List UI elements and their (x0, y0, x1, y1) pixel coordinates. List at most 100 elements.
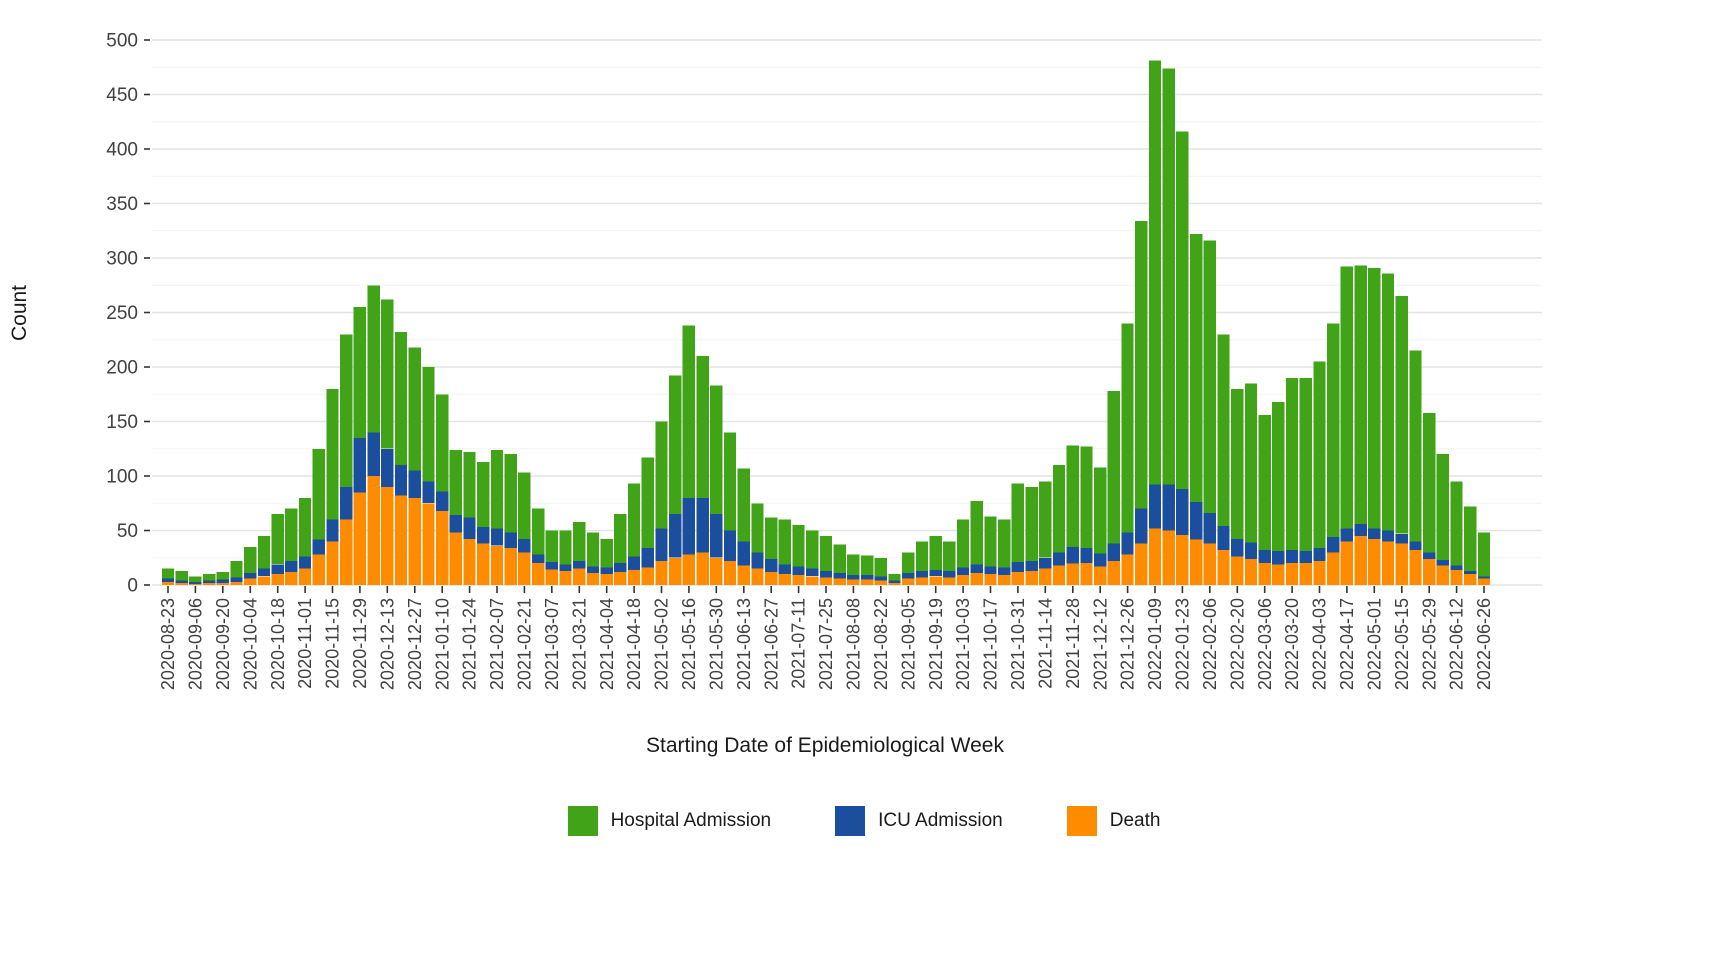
bar-segment (1368, 528, 1381, 540)
bar-segment (737, 541, 750, 566)
x-tick-label: 2021-12-26 (1118, 598, 1138, 690)
bar-segment (915, 570, 929, 578)
x-tick-label: 2020-11-29 (350, 598, 370, 689)
bar-segment (902, 578, 915, 585)
legend-item-icu-admission: ICU Admission (835, 806, 1003, 836)
bar-segment (1176, 131, 1189, 490)
bar-segment (1381, 541, 1395, 585)
bar-segment (1258, 415, 1271, 551)
bar-segment (915, 541, 929, 571)
bar-segment (1395, 543, 1408, 585)
bar-segment (669, 557, 682, 586)
bar-segment (1285, 377, 1299, 551)
bar-segment (449, 449, 462, 516)
bar-segment (1025, 561, 1038, 571)
bar-segment (340, 334, 353, 487)
bar-segment (1148, 528, 1162, 585)
x-tick-label: 2022-02-20 (1227, 598, 1247, 690)
bar-segment (984, 574, 997, 585)
bar-segment (1094, 553, 1107, 567)
x-tick-label: 2020-10-04 (240, 598, 260, 690)
bar-segment (1011, 483, 1024, 563)
bar-segment (819, 577, 833, 585)
bar-segment (1395, 296, 1408, 534)
legend-label-hospital-admission: Hospital Admission (610, 810, 772, 831)
x-tick-label: 2021-11-14 (1035, 598, 1055, 689)
bar-segment (1052, 465, 1066, 553)
bar-segment (1244, 558, 1258, 585)
bar-segment (888, 582, 901, 585)
x-tick-label: 2020-11-01 (295, 598, 315, 689)
bar-segment (559, 564, 572, 571)
bar-segment (559, 570, 572, 585)
x-tick-label: 2020-12-13 (377, 598, 397, 690)
y-tick-label: 200 (106, 357, 138, 378)
y-tick-label: 0 (127, 575, 138, 596)
bar-segment (1039, 568, 1052, 585)
bar-segment (874, 557, 887, 577)
bar-segment (463, 517, 476, 540)
x-tick-label: 2021-01-10 (432, 598, 452, 690)
bar-segment (1052, 552, 1066, 566)
bar-segment (970, 564, 983, 573)
bar-segment (1409, 550, 1422, 585)
bar-segment (1039, 481, 1052, 558)
bar-segment (326, 388, 339, 520)
bar-segment (1176, 489, 1189, 535)
bar-segment (669, 375, 682, 515)
x-tick-label: 2021-10-03 (953, 598, 973, 690)
bar-segment (1244, 542, 1258, 559)
x-tick-label: 2021-06-13 (734, 598, 754, 690)
bar-segment (1258, 563, 1271, 585)
bar-segment (888, 580, 901, 583)
bar-segment (271, 574, 284, 585)
x-tick-label: 2021-10-31 (1008, 598, 1028, 690)
bar-segment (778, 574, 791, 585)
bar-segment (1450, 481, 1463, 566)
bar-segment (559, 530, 572, 565)
bar-segment (216, 582, 229, 585)
bar-segment (943, 541, 956, 571)
bar-segment (532, 508, 545, 555)
bar-segment (1080, 446, 1093, 548)
bar-segment (655, 561, 668, 585)
bar-segment (161, 578, 175, 582)
bar-segment (257, 576, 271, 585)
y-axis-title: Count (8, 285, 31, 341)
bars (161, 60, 1491, 586)
bar-segment (1423, 558, 1436, 585)
bar-segment (819, 536, 833, 571)
bar-segment (765, 517, 778, 559)
bar-segment (1313, 561, 1326, 585)
bar-segment (723, 530, 737, 561)
bar-segment (1190, 539, 1203, 585)
bar-segment (161, 581, 175, 585)
bar-segment (778, 564, 791, 575)
bar-segment (1285, 550, 1299, 564)
x-tick-label: 2021-09-19 (926, 598, 946, 690)
bar-segment (394, 332, 408, 466)
bar-segment (614, 563, 627, 572)
bar-segment (1423, 552, 1436, 559)
bar-segment (1327, 552, 1340, 585)
bar-segment (422, 367, 435, 482)
bar-segment (1299, 377, 1312, 552)
bar-segment (367, 476, 380, 585)
x-tick-label: 2021-05-30 (706, 598, 726, 690)
bar-segment (1450, 569, 1463, 585)
bar-segment (751, 552, 764, 569)
bar-segment (998, 519, 1011, 568)
x-tick-label: 2021-03-21 (569, 598, 589, 690)
bar-segment (641, 567, 654, 585)
y-tick-label: 100 (106, 466, 138, 487)
bar-segment (710, 557, 723, 586)
bar-segment (1190, 502, 1203, 540)
x-tick-label: 2021-02-21 (515, 598, 535, 690)
bar-segment (833, 544, 846, 573)
bar-segment (545, 530, 558, 563)
bar-segment (1464, 574, 1477, 585)
bar-segment (1423, 412, 1436, 553)
bar-segment (573, 561, 586, 569)
bar-segment (1025, 486, 1038, 561)
bar-segment (1107, 391, 1120, 544)
